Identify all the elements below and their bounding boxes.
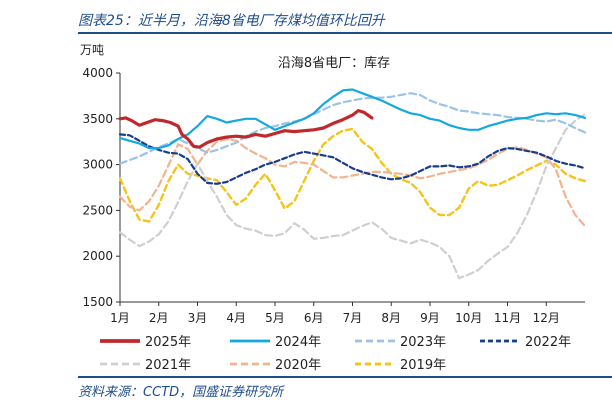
series-lines (118, 88, 587, 280)
y-tick-label: 3000 (82, 158, 113, 172)
x-tick-label: 12月 (533, 311, 560, 325)
x-tick-label: 1月 (110, 311, 130, 325)
y-tick-label: 2000 (82, 249, 113, 263)
x-tick-label: 3月 (188, 311, 208, 325)
legend: 2025年 2024年 2023年 2022年 2021年 2020年 2019年 (100, 335, 571, 373)
series-line-2024年 (118, 88, 587, 150)
x-tick-label: 9月 (420, 311, 440, 325)
legend-label: 2024年 (275, 335, 321, 350)
title-rule (78, 32, 612, 34)
y-tick-label: 4000 (82, 66, 113, 80)
x-tick-label: 5月 (265, 311, 285, 325)
y-axis-unit: 万吨 (80, 43, 104, 57)
legend-label: 2025年 (145, 335, 191, 350)
x-tick-label: 2月 (149, 311, 169, 325)
figure-title: 图表25：近半月，沿海8省电厂存煤均值环比回升 (78, 13, 385, 29)
series-line-2019年 (118, 127, 587, 223)
legend-label: 2019年 (400, 358, 446, 373)
series-line-2021年 (118, 113, 587, 280)
series-line-2020年 (118, 137, 587, 228)
legend-label: 2023年 (400, 335, 446, 350)
legend-label: 2021年 (145, 358, 191, 373)
x-tick-label: 6月 (304, 311, 324, 325)
series-line-2022年 (118, 133, 587, 185)
x-tick-label: 4月 (226, 311, 246, 325)
x-tick-label: 8月 (381, 311, 401, 325)
x-tick-label: 10月 (455, 311, 482, 325)
y-tick-label: 3500 (82, 112, 113, 126)
y-tick-label: 1500 (82, 295, 113, 309)
source-rule (78, 376, 612, 378)
x-tick-label: 11月 (494, 311, 521, 325)
y-tick-label: 2500 (82, 203, 113, 217)
source-note: 资料来源：CCTD，国盛证券研究所 (78, 385, 284, 400)
legend-label: 2020年 (275, 358, 321, 373)
series-line-2025年 (118, 108, 374, 149)
x-tick-label: 7月 (343, 311, 363, 325)
legend-label: 2022年 (525, 335, 571, 350)
axes: 1500 2000 2500 3000 3500 4000 1月 2月 3月 4月 5月 6月 7月 8月… (82, 66, 585, 325)
chart-title: 沿海8省电厂：库存 (278, 55, 390, 71)
